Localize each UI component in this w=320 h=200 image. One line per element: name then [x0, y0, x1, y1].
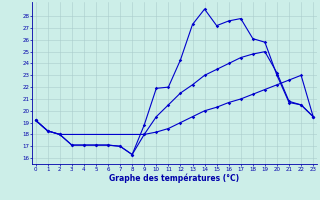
- X-axis label: Graphe des températures (°C): Graphe des températures (°C): [109, 173, 239, 183]
